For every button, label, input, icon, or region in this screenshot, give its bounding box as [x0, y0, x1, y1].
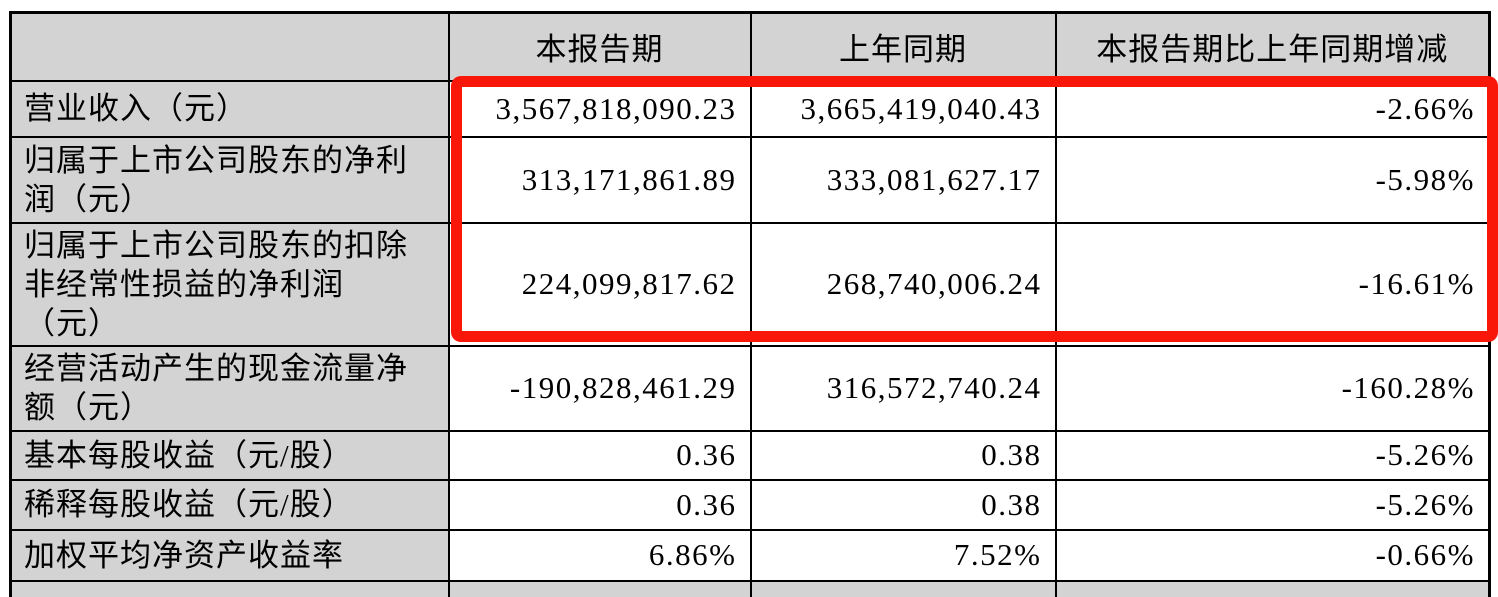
table-row: 归属于上市公司股东的净利 润（元） 313,171,861.89 333,081… — [9, 135, 1491, 224]
cell-label-weighted-avg-roe: 加权平均净资产收益率 — [9, 528, 450, 582]
cell-empty — [9, 579, 450, 597]
cell-change: -160.28% — [1054, 344, 1491, 432]
cell-label-operating-cash-flow: 经营活动产生的现金流量净 额（元） — [9, 344, 450, 432]
cell-label-revenue: 营业收入（元） — [9, 79, 450, 138]
cell-change: -5.26% — [1054, 429, 1491, 481]
cell-prior: 7.52% — [749, 528, 1057, 582]
cell-empty — [1054, 579, 1491, 597]
cell-change: -0.66% — [1054, 528, 1491, 582]
table-row: 基本每股收益（元/股） 0.36 0.38 -5.26% — [9, 429, 1491, 481]
table-row: 归属于上市公司股东的扣除 非经常性损益的净利润 （元） 224,099,817.… — [9, 221, 1491, 347]
table-row: 营业收入（元） 3,567,818,090.23 3,665,419,040.4… — [9, 79, 1491, 138]
cell-label-net-profit: 归属于上市公司股东的净利 润（元） — [9, 135, 450, 224]
table-header-row: 本报告期 上年同期 本报告期比上年同期增减 — [9, 11, 1491, 82]
cell-current: 6.86% — [447, 528, 752, 582]
cell-label-net-profit-excl-nonrecurring: 归属于上市公司股东的扣除 非经常性损益的净利润 （元） — [9, 221, 450, 347]
cell-prior: 333,081,627.17 — [749, 135, 1057, 224]
cell-current: 0.36 — [447, 429, 752, 481]
cell-change: -5.26% — [1054, 478, 1491, 531]
cell-change: -5.98% — [1054, 135, 1491, 224]
table-row: 经营活动产生的现金流量净 额（元） -190,828,461.29 316,57… — [9, 344, 1491, 432]
column-header-prior-period: 上年同期 — [749, 11, 1057, 82]
cell-empty — [749, 579, 1057, 597]
cell-empty — [447, 579, 752, 597]
cell-label-basic-eps: 基本每股收益（元/股） — [9, 429, 450, 481]
table-row: 加权平均净资产收益率 6.86% 7.52% -0.66% — [9, 528, 1491, 582]
cell-current: 313,171,861.89 — [447, 135, 752, 224]
cell-prior: 0.38 — [749, 478, 1057, 531]
cell-prior: 3,665,419,040.43 — [749, 79, 1057, 138]
column-header-change: 本报告期比上年同期增减 — [1054, 11, 1491, 82]
cell-label-diluted-eps: 稀释每股收益（元/股） — [9, 478, 450, 531]
cell-change: -2.66% — [1054, 79, 1491, 138]
column-header-current-period: 本报告期 — [447, 11, 752, 82]
cell-current: 224,099,817.62 — [447, 221, 752, 347]
cell-prior: 0.38 — [749, 429, 1057, 481]
table-row-partial — [9, 579, 1491, 597]
cell-change: -16.61% — [1054, 221, 1491, 347]
cell-current: -190,828,461.29 — [447, 344, 752, 432]
table-row: 稀释每股收益（元/股） 0.36 0.38 -5.26% — [9, 478, 1491, 531]
column-header-empty — [9, 11, 450, 82]
cell-current: 0.36 — [447, 478, 752, 531]
cell-prior: 316,572,740.24 — [749, 344, 1057, 432]
key-financials-table: 本报告期 上年同期 本报告期比上年同期增减 营业收入（元） 3,567,818,… — [9, 11, 1491, 597]
cell-prior: 268,740,006.24 — [749, 221, 1057, 347]
cell-current: 3,567,818,090.23 — [447, 79, 752, 138]
